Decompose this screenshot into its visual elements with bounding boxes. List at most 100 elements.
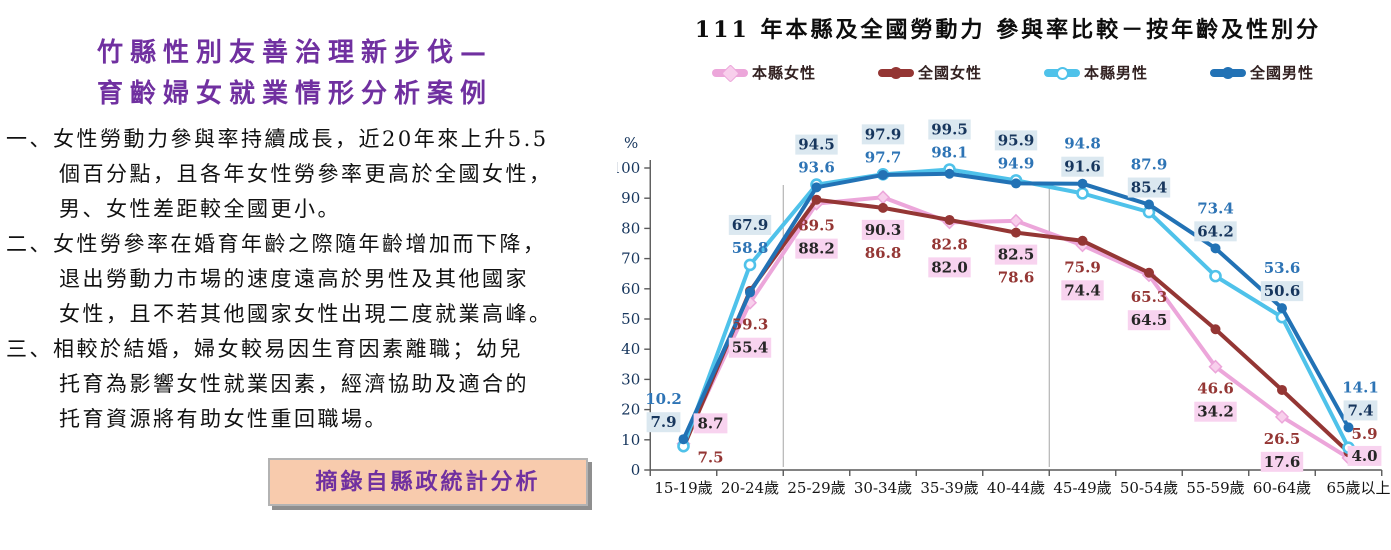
y-tick-label: 40	[621, 340, 640, 358]
x-tick-label: 25-29歲	[787, 479, 845, 497]
data-point	[811, 182, 822, 193]
data-label: 87.9	[1131, 156, 1168, 174]
data-label: 75.9	[1064, 258, 1101, 276]
analysis-panel: 竹縣性別友善治理新步伐— 育齡婦女就業情形分析案例 一、女性勞動力參與率持續成長…	[0, 0, 618, 550]
series-全國女性	[678, 194, 1354, 458]
data-point	[1209, 269, 1222, 283]
data-label-box	[928, 257, 971, 278]
data-label: 53.6	[1264, 259, 1301, 277]
data-label: 65.3	[1131, 288, 1168, 306]
data-label: 99.5	[931, 121, 968, 139]
data-label: 46.6	[1197, 380, 1234, 398]
x-tick-label: 60-64歲	[1253, 479, 1311, 497]
data-label-box	[693, 413, 728, 434]
data-point	[678, 434, 689, 445]
data-label-box	[1260, 451, 1304, 472]
analysis-line: 二、女性勞參率在婚育年齡之際隨年齡增加而下降，	[6, 232, 547, 256]
data-point	[1210, 324, 1221, 335]
data-label-box	[994, 244, 1038, 265]
data-label-box	[646, 412, 681, 433]
data-label-box	[861, 219, 905, 240]
analysis-line: 男、女性差距較全國更小。	[59, 197, 341, 221]
x-tick-label: 65歲以上	[1326, 479, 1390, 497]
data-label: 85.4	[1131, 179, 1168, 197]
data-label-box	[1194, 221, 1237, 242]
data-label: 8.7	[697, 414, 723, 432]
data-point	[944, 168, 955, 179]
data-point	[1008, 213, 1024, 228]
data-label: 17.6	[1264, 453, 1301, 471]
data-label: 59.3	[732, 316, 769, 334]
y-tick-label: 20	[621, 401, 640, 419]
data-label: 74.4	[1064, 281, 1101, 299]
data-label: 5.9	[1351, 425, 1377, 443]
data-label-box	[1260, 281, 1304, 302]
analysis-line: 女性，且不若其他國家女性出現二度就業高峰。	[59, 302, 553, 326]
series-本縣男性	[677, 163, 1355, 454]
data-label: 73.4	[1197, 199, 1234, 217]
data-label: 7.5	[697, 448, 723, 466]
data-label-box	[795, 134, 838, 155]
x-tick-label: 45-49歲	[1053, 479, 1111, 497]
national-female-marker-icon	[878, 66, 915, 79]
y-axis: 0 10 20 30 40 50 60 70 80 90 100%	[617, 134, 651, 479]
legend-item-national-female: 全國女性	[878, 62, 982, 83]
data-label: 67.9	[732, 216, 769, 234]
analysis-line: 托育為影響女性就業因素，經濟協助及適合的	[59, 372, 529, 396]
data-label: 50.6	[1264, 282, 1301, 300]
x-tick-label: 50-54歲	[1120, 479, 1178, 497]
x-tick-label: 40-44歲	[987, 479, 1045, 497]
data-label: 82.8	[931, 235, 968, 253]
data-label-box	[1061, 280, 1104, 301]
data-label: 7.9	[650, 413, 676, 431]
data-label: 93.6	[798, 159, 835, 177]
data-point	[1277, 303, 1287, 314]
analysis-line: 退出勞動力市場的速度遠高於男性及其他國家	[59, 267, 529, 291]
data-point	[1274, 409, 1290, 424]
x-tick-label: 30-34歲	[854, 479, 912, 497]
data-label: 94.5	[798, 136, 835, 154]
data-point	[878, 202, 888, 213]
page-title: 竹縣性別友善治理新步伐— 育齡婦女就業情形分析案例	[55, 33, 535, 115]
data-label-box	[1347, 445, 1382, 466]
x-tick-label: 35-39歲	[920, 479, 978, 497]
data-point	[1011, 178, 1021, 189]
data-point	[1144, 199, 1154, 210]
series-全國男性	[678, 168, 1354, 445]
page-title-line2: 育齡婦女就業情形分析案例	[96, 79, 493, 109]
data-label: 4.0	[1351, 447, 1377, 465]
data-label-box	[1343, 400, 1378, 421]
data-point	[1077, 178, 1088, 189]
data-label: 88.2	[798, 240, 835, 258]
county-female-marker-icon	[712, 63, 748, 83]
y-tick-label: 60	[621, 280, 640, 298]
legend-item-county-female: 本縣女性	[712, 62, 816, 83]
data-label: 94.9	[998, 154, 1035, 172]
data-label-box	[1127, 177, 1171, 198]
data-label: 90.3	[865, 221, 902, 239]
data-label: 26.5	[1264, 430, 1301, 448]
analysis-line: 個百分點，且各年女性勞參率更高於全國女性，	[59, 162, 553, 186]
data-label: 94.8	[1064, 135, 1101, 153]
data-label-box	[728, 214, 772, 235]
data-label: 91.6	[1064, 158, 1101, 176]
analysis-line: 一、女性勞動力參與率持續成長，近20年來上升5.5	[6, 127, 549, 151]
chart-legend: 本縣女性 全國女性 本縣男性 全國男性	[712, 62, 1314, 83]
county-male-marker-icon	[1044, 66, 1081, 80]
data-point	[1277, 384, 1287, 395]
data-label: 82.0	[931, 258, 968, 276]
data-label-box	[1127, 310, 1171, 331]
data-label: 10.2	[645, 390, 682, 408]
data-label: 97.9	[865, 125, 902, 143]
y-tick-label: 10	[621, 431, 640, 449]
data-label-box	[1194, 401, 1237, 422]
y-tick-label: 30	[621, 370, 640, 388]
y-tick-label: 70	[621, 250, 640, 268]
data-label: 89.5	[798, 217, 835, 235]
x-tick-label: 15-19歲	[654, 479, 712, 497]
analysis-line: 三、相較於結婚，婦女較易因生育因素離職；幼兒	[6, 337, 523, 361]
data-label: 55.4	[732, 339, 769, 357]
data-point	[1208, 359, 1223, 374]
legend-item-national-male: 全國男性	[1210, 62, 1314, 83]
